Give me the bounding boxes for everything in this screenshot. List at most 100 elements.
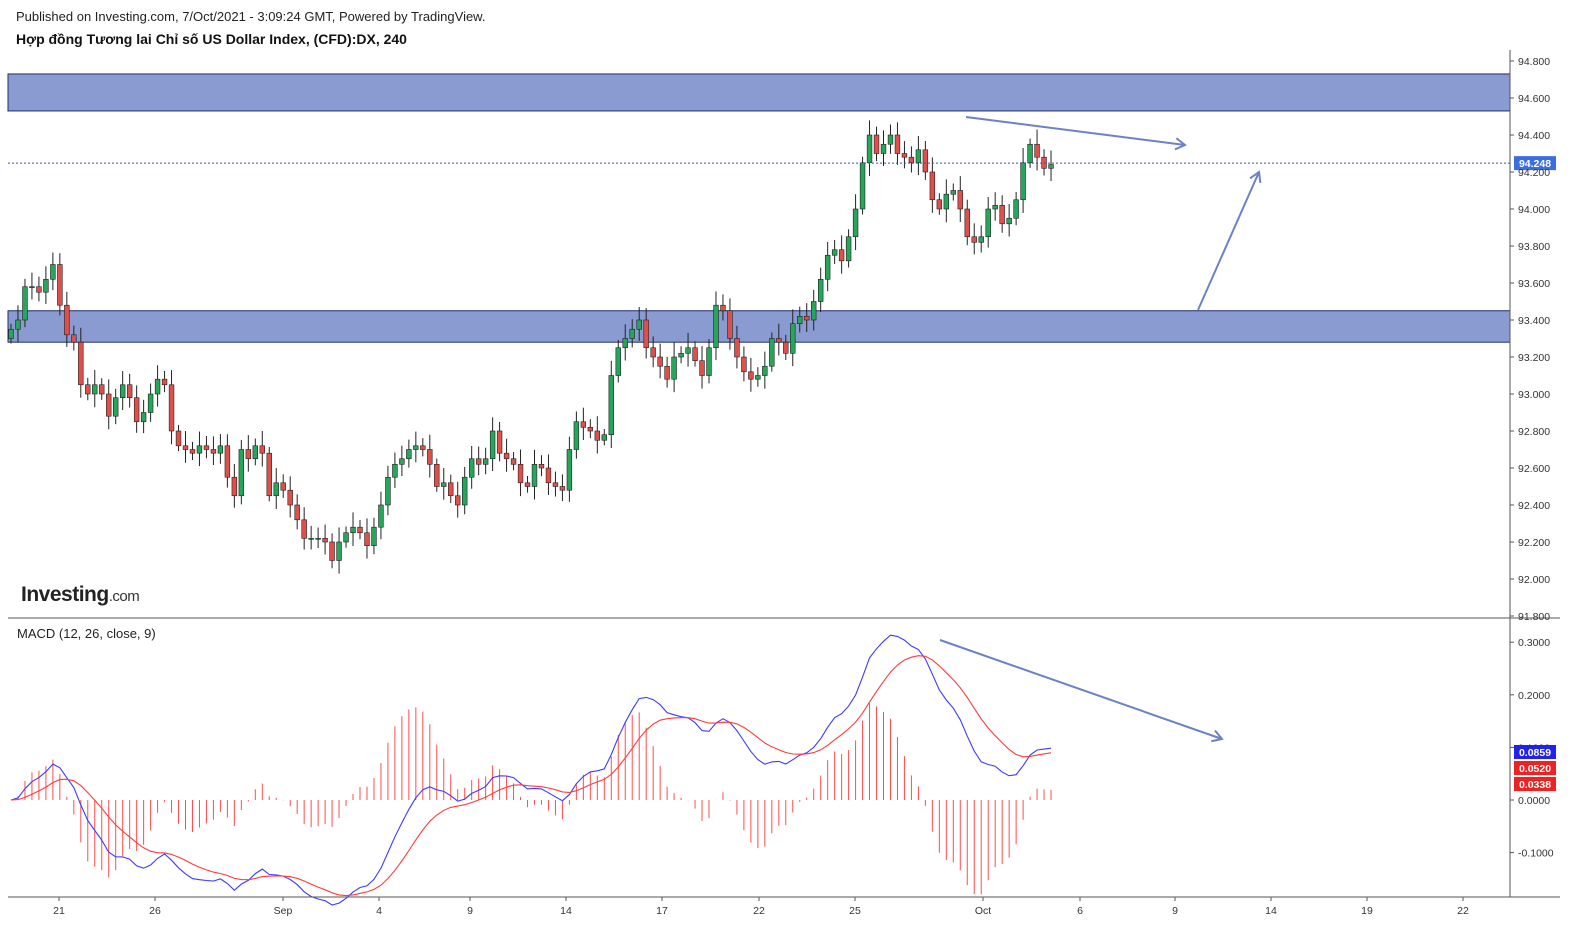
candle-body xyxy=(259,445,265,454)
candle-body xyxy=(15,319,21,330)
candle-body xyxy=(524,482,531,487)
macd-indicator-label[interactable]: MACD (12, 26, close, 9) xyxy=(17,626,156,641)
candle xyxy=(378,491,384,540)
candle-body xyxy=(468,458,475,478)
time-tick-label: 19 xyxy=(1361,905,1373,917)
price-tick-label: 92.000 xyxy=(1518,574,1550,586)
candle-body xyxy=(301,519,307,539)
time-tick-label: Oct xyxy=(975,905,991,917)
candle-body xyxy=(78,341,84,386)
candle xyxy=(671,342,677,393)
candle xyxy=(308,525,314,550)
candle xyxy=(133,385,140,433)
zone-resistance xyxy=(7,73,1511,112)
candle xyxy=(790,309,796,367)
trend-annotations xyxy=(939,116,1262,743)
candle-body xyxy=(1027,143,1033,164)
last-price-badge xyxy=(1514,156,1556,171)
candle-body xyxy=(922,149,929,173)
candle xyxy=(769,332,775,372)
candle xyxy=(762,351,768,389)
candle xyxy=(36,276,42,302)
candle xyxy=(755,367,761,387)
candle xyxy=(43,266,49,304)
candle-body xyxy=(999,205,1005,225)
candle-body xyxy=(475,458,482,465)
candle-body xyxy=(448,482,454,497)
candle-body xyxy=(119,384,126,398)
candle-body xyxy=(538,463,545,469)
candle-body xyxy=(629,328,635,339)
candle-body xyxy=(769,338,775,367)
candle-body xyxy=(126,384,133,398)
candle xyxy=(957,176,963,222)
signal-line xyxy=(10,655,1052,897)
candle xyxy=(797,306,803,333)
candle xyxy=(643,308,649,359)
breakout-target-arrow-head xyxy=(1249,170,1262,184)
candle xyxy=(15,305,21,343)
candle xyxy=(113,388,119,425)
candle xyxy=(678,346,684,364)
price-tick-label: 92.800 xyxy=(1518,426,1550,438)
candle-body xyxy=(776,338,782,343)
price-tick-label: 94.600 xyxy=(1518,93,1550,105)
candle-body xyxy=(978,236,984,243)
candle-body xyxy=(441,482,447,487)
candle xyxy=(817,267,824,312)
candle xyxy=(413,431,419,463)
candle xyxy=(1020,148,1026,214)
candle-body xyxy=(64,304,70,336)
candle xyxy=(210,436,217,466)
candle-body xyxy=(420,445,426,450)
candle-body xyxy=(280,482,286,491)
candle-body xyxy=(894,134,901,154)
candle-body xyxy=(587,426,594,432)
candle-body xyxy=(804,315,810,321)
candle-body xyxy=(161,378,168,386)
candle xyxy=(880,130,887,167)
price-tick-label: 94.800 xyxy=(1518,56,1550,68)
candle xyxy=(329,533,335,569)
candle xyxy=(929,157,936,213)
candle-body xyxy=(392,463,398,478)
candle-body xyxy=(99,384,105,395)
candle xyxy=(280,474,286,498)
candle-body xyxy=(817,278,824,302)
candle-body xyxy=(824,254,831,280)
candle-body xyxy=(238,449,245,497)
candle xyxy=(908,146,915,173)
candle xyxy=(106,379,112,430)
candle xyxy=(650,336,656,368)
price-tick-label: 91.800 xyxy=(1518,611,1550,623)
candle-body xyxy=(650,347,656,358)
last-price-label: 94.248 xyxy=(1519,158,1551,170)
candle xyxy=(1034,129,1040,171)
candle-body xyxy=(1048,164,1054,169)
candle xyxy=(538,455,545,477)
candle xyxy=(203,436,210,459)
price-tick-label: 94.400 xyxy=(1518,130,1550,142)
candlestick-series xyxy=(8,120,1054,574)
candle xyxy=(385,465,391,516)
candle xyxy=(783,334,789,360)
candle-body xyxy=(315,537,321,540)
breakout-target-arrow-shaft xyxy=(1197,171,1260,311)
candle xyxy=(343,526,349,548)
candle-body xyxy=(1034,143,1040,158)
price-tick-label: 94.000 xyxy=(1518,204,1550,216)
candle xyxy=(1006,204,1012,237)
candle-body xyxy=(71,334,77,343)
candle-body xyxy=(224,445,231,478)
macd-value-badge xyxy=(1514,745,1556,759)
candle xyxy=(573,411,580,459)
candle-body xyxy=(929,171,936,201)
candle-body xyxy=(350,526,356,534)
candle xyxy=(427,434,433,478)
candle-body xyxy=(943,193,950,210)
candle xyxy=(1027,138,1033,168)
time-tick-label: 6 xyxy=(1077,905,1083,917)
candle-body xyxy=(601,434,608,441)
candle-body xyxy=(489,430,496,460)
